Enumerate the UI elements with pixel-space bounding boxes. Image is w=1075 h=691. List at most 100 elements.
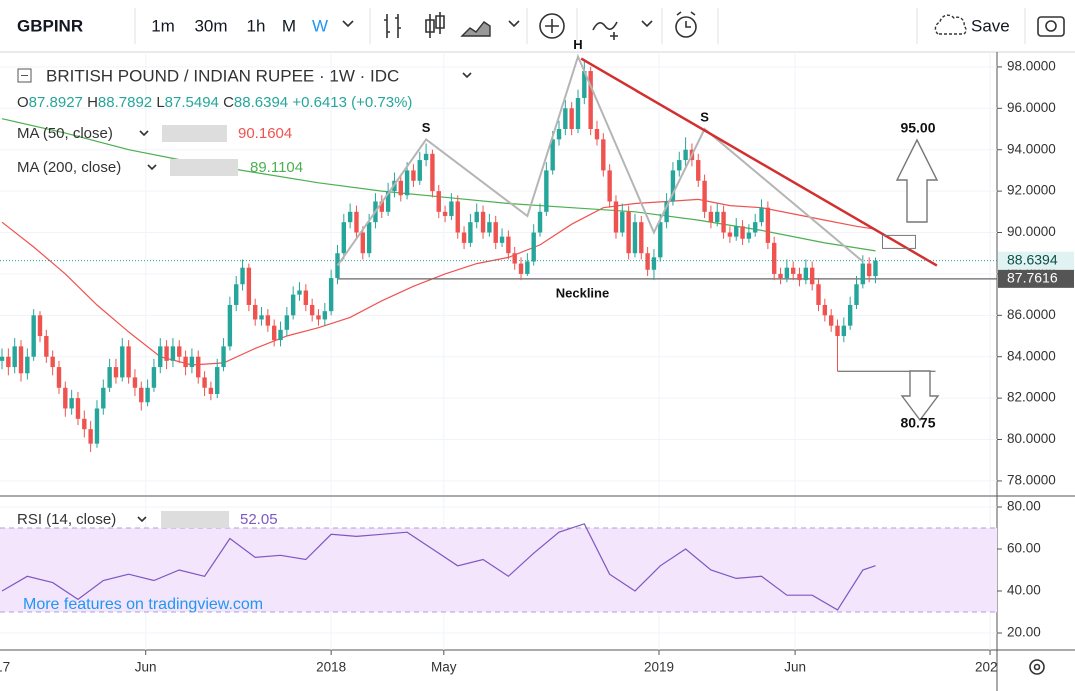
symbol[interactable]: GBPINR [17,16,83,35]
interval-button[interactable]: 1m [151,16,175,35]
candle-body [309,304,315,316]
candle-body [537,211,543,233]
dropdown-icon[interactable] [147,164,157,171]
candle-body [664,201,669,223]
candle-body [715,211,720,223]
trendline [580,57,938,267]
compare-icon[interactable] [592,21,618,40]
x-tick-label: May [431,660,457,675]
candle-body [841,325,847,337]
ma200-value: 89.1104 [250,159,303,176]
y-tick-label: 90.0000 [1007,224,1056,239]
cloud-icon[interactable] [934,14,967,35]
toolbar-bg [0,0,1075,52]
candle-body [265,315,271,326]
snapshot-icon[interactable] [1037,16,1065,37]
candle-body [202,377,207,388]
candle-body [677,160,682,171]
candles-icon[interactable] [425,12,445,38]
candle-body [525,261,530,274]
candle-body [727,232,733,237]
dropdown-icon[interactable] [139,130,149,137]
x-tick-label: Jun [784,660,806,675]
candle-body [746,232,752,239]
candle-body [860,263,866,285]
candle-body [866,263,872,277]
candle-body [303,290,309,305]
candle-body [651,257,657,270]
dropdown-icon[interactable] [462,72,472,79]
projection-box [881,234,916,249]
ohlc-key: H [87,94,98,111]
candle-body [639,222,644,254]
candle-body [271,325,277,341]
candle-body [252,304,258,320]
candle-body [790,267,796,274]
candle-body [145,387,150,403]
candle-body [601,139,606,171]
alert-icon[interactable] [675,16,697,38]
ohlc-key: O [17,94,29,111]
candle-body [563,108,568,130]
candle-body [37,315,43,337]
dropdown-icon[interactable] [641,20,653,28]
candle-body [734,226,739,237]
study-controls[interactable] [162,125,227,142]
candle-body [316,315,321,320]
candle-body [189,356,195,368]
study-controls[interactable] [161,511,229,528]
candle-body [613,201,619,233]
candle-body [632,222,638,254]
dropdown-icon[interactable] [137,516,147,523]
candle-body [550,139,555,171]
add-indicator-icon[interactable] [539,13,565,39]
save-button[interactable]: Save [971,16,1010,35]
candle-body [721,211,726,233]
y-tick-label: 86.0000 [1007,307,1056,322]
dropdown-icon[interactable] [342,20,354,28]
study-controls[interactable] [170,159,238,176]
y-tick-label: 92.0000 [1007,183,1056,198]
candle-body [708,211,714,223]
candle-body [246,267,252,305]
interval-button[interactable]: M [282,16,296,35]
ohlc-legend: O87.8927 H88.7892 L87.5494 C88.6394 +0.6… [17,94,412,111]
candle-body [139,387,144,403]
ma50-name: MA (50, close) [17,125,113,142]
down-arrow [900,370,940,422]
candle-body [354,211,359,233]
candle-body [816,284,821,305]
candle-body [803,267,809,281]
interval-button[interactable]: 1h [247,16,266,35]
y-tick-label: 60.00 [1007,541,1041,556]
pattern-label: S [422,120,431,135]
candle-body [474,211,479,223]
candle-body [18,346,24,374]
candle-body [297,290,302,295]
gear[interactable] [1029,659,1045,675]
candle-body [797,273,802,281]
area-icon[interactable] [460,21,491,37]
price-tag-label: 88.6394 [1007,251,1058,267]
collapse-icon[interactable] [17,68,32,83]
candle-body [544,170,549,212]
dropdown-icon[interactable] [508,20,520,28]
candle-body [423,153,429,161]
candle-body [63,387,68,409]
candle-body [607,170,612,202]
candle-body [759,207,764,223]
watermark-link[interactable]: More features on tradingview.com [23,596,263,613]
interval-button[interactable]: W [312,16,328,35]
neckline-label: Neckline [556,285,609,300]
candle-body [398,180,403,196]
candle-body [556,129,562,140]
bars-icon[interactable] [384,14,401,38]
candle-body [480,211,486,233]
main-grid [0,52,997,495]
y-tick-label: 84.0000 [1007,348,1056,363]
candle-body [120,346,125,378]
candle-body [461,232,467,243]
settings-gear[interactable] [1029,659,1045,675]
interval-button[interactable]: 30m [194,16,227,35]
